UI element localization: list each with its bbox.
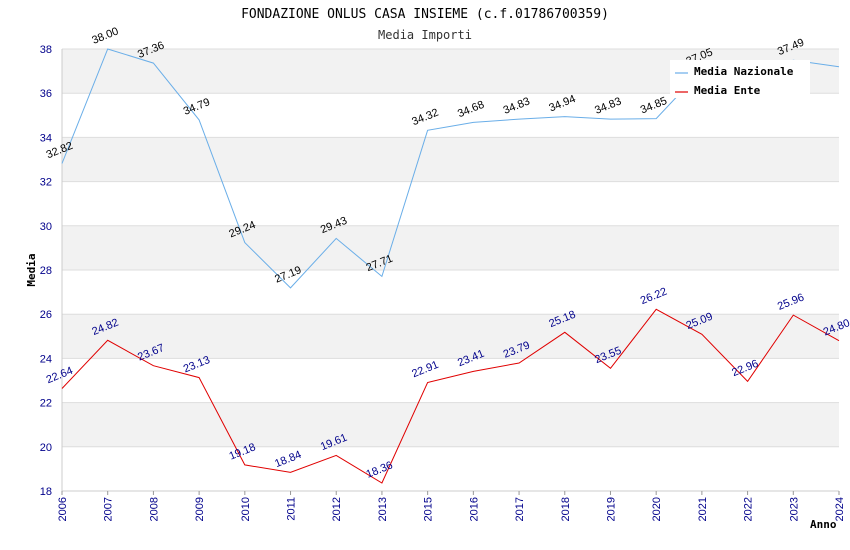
x-tick-2010: 2010 [240, 497, 252, 521]
x-tick-2013: 2013 [377, 497, 389, 521]
data-label-media-nazionale-2019: 34.83 [593, 95, 623, 116]
chart-title: FONDAZIONE ONLUS CASA INSIEME (c.f.01786… [241, 7, 609, 22]
background-band [62, 137, 839, 182]
x-axis-label: Anno [810, 518, 837, 531]
y-tick-36: 36 [40, 88, 52, 100]
x-tick-2018: 2018 [560, 497, 572, 521]
data-label-media-ente-2013: 18.36 [365, 459, 395, 480]
y-tick-26: 26 [40, 309, 52, 321]
y-tick-28: 28 [40, 265, 52, 277]
data-label-media-nazionale-2020: 34.85 [639, 95, 669, 116]
background-band [62, 225, 839, 270]
y-tick-34: 34 [40, 132, 52, 144]
data-label-media-nazionale-2016: 34.68 [456, 99, 486, 120]
data-label-media-nazionale-2018: 34.94 [547, 93, 577, 114]
legend-entry-media-ente: Media Ente [694, 84, 761, 97]
data-label-media-nazionale-2017: 34.83 [502, 95, 532, 116]
x-tick-2020: 2020 [651, 497, 663, 521]
axes [61, 49, 839, 492]
y-axis-label: Media [25, 253, 38, 286]
chart-subtitle: Media Importi [378, 28, 472, 42]
y-tick-18: 18 [40, 486, 52, 498]
x-tick-2024: 2024 [834, 497, 846, 521]
background-band [62, 314, 839, 359]
background-bands [62, 49, 839, 447]
data-label-media-nazionale-2015: 34.32 [410, 107, 440, 128]
data-label-media-ente-2023: 25.96 [776, 291, 806, 312]
x-tick-2023: 2023 [788, 497, 800, 521]
data-label-media-ente-2011: 18.84 [273, 449, 303, 470]
x-tick-2021: 2021 [697, 497, 709, 521]
legend-entry-media-nazionale: Media Nazionale [694, 65, 794, 78]
y-tick-labels: 18 20 22 24 26 28 30 32 34 36 38 [40, 44, 52, 498]
data-label-media-nazionale-2007: 38.00 [90, 25, 120, 46]
x-tick-2022: 2022 [743, 497, 755, 521]
x-tick-2011: 2011 [286, 497, 298, 521]
x-tick-2008: 2008 [148, 497, 160, 521]
x-tick-labels: 2006 2007 2008 2009 2010 2011 2012 2013 2015 2016… [57, 491, 846, 521]
data-label-media-nazionale-2009: 34.79 [182, 96, 212, 117]
legend-box [670, 60, 810, 98]
y-tick-24: 24 [40, 353, 52, 365]
data-label-media-ente-2020: 26.22 [639, 286, 669, 307]
data-label-media-ente-2015: 22.91 [410, 359, 440, 380]
y-tick-32: 32 [40, 177, 52, 189]
y-tick-20: 20 [40, 442, 52, 454]
x-tick-2012: 2012 [331, 497, 343, 521]
x-tick-2009: 2009 [194, 497, 206, 521]
x-tick-2006: 2006 [57, 497, 69, 521]
x-tick-2019: 2019 [605, 497, 617, 521]
legend: Media Nazionale Media Ente [670, 60, 810, 98]
y-tick-30: 30 [40, 221, 52, 233]
data-label-media-ente-2006: 22.64 [45, 365, 75, 386]
data-label-media-ente-2022: 22.96 [730, 358, 760, 379]
x-tick-2017: 2017 [514, 497, 526, 521]
series-line-media-ente [61, 308, 840, 484]
background-band [62, 402, 839, 447]
y-tick-22: 22 [40, 398, 52, 410]
y-tick-38: 38 [40, 44, 52, 56]
x-tick-2007: 2007 [103, 497, 115, 521]
x-tick-2016: 2016 [468, 497, 480, 521]
x-tick-2015: 2015 [423, 497, 435, 521]
